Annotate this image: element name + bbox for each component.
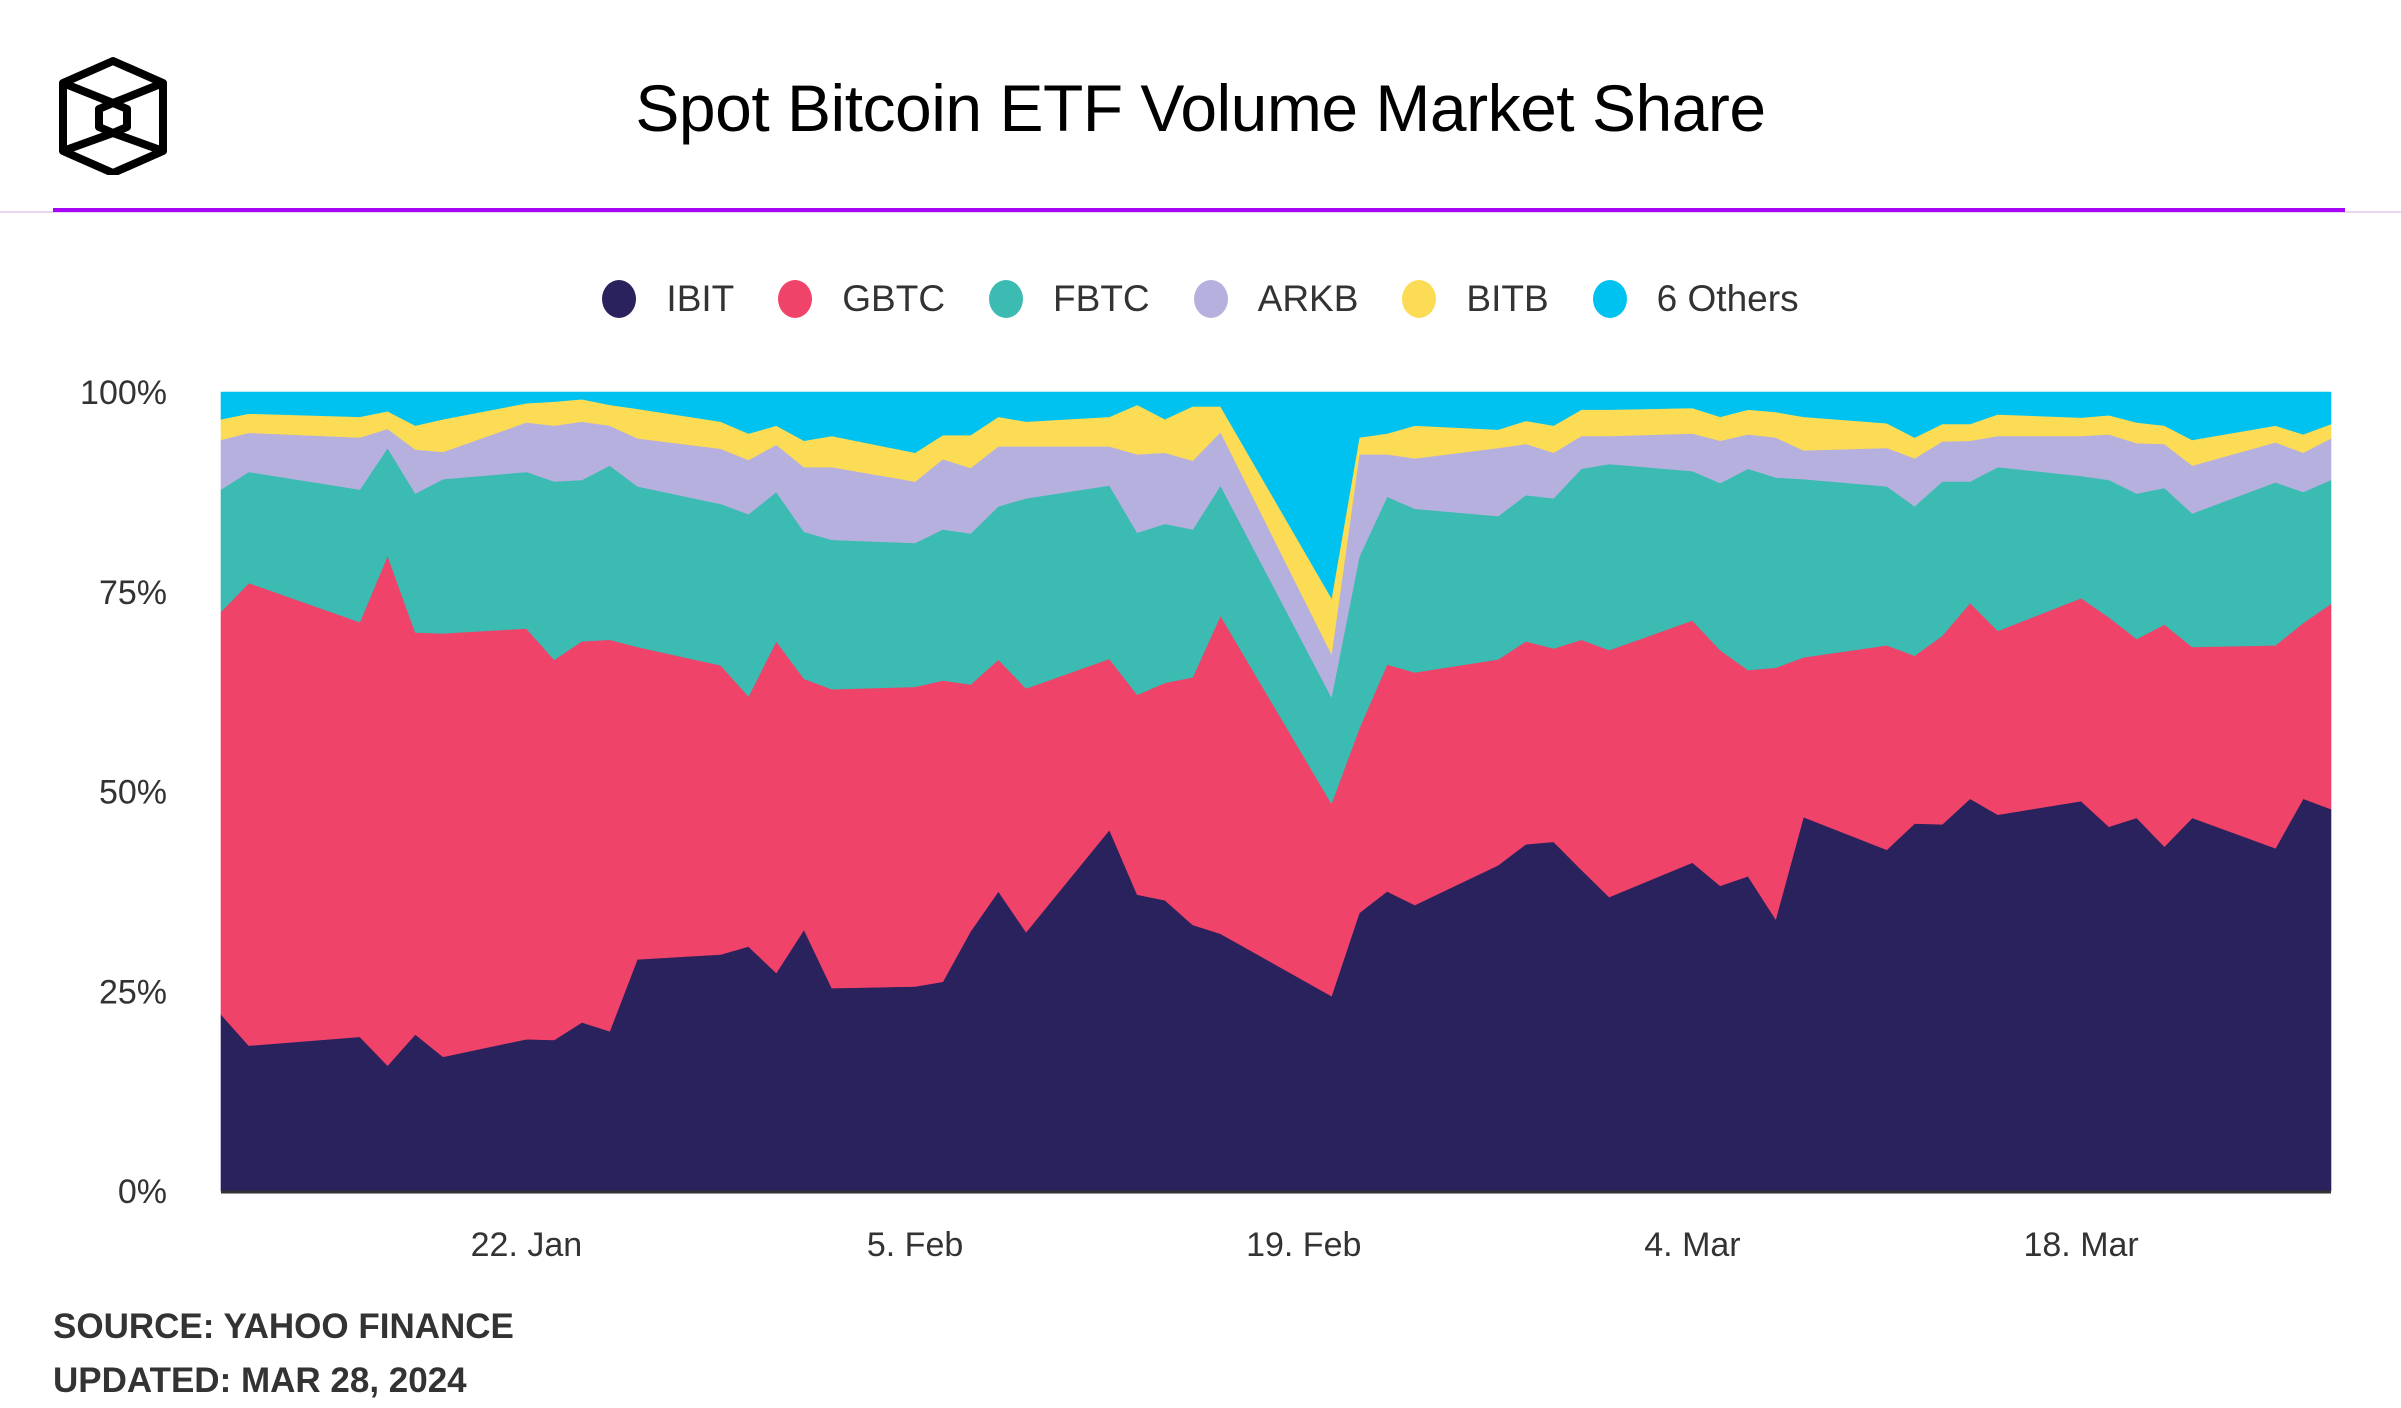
y-tick-label: 25% [99,973,167,1011]
cube-logo-icon [59,57,167,175]
legend-label: GBTC [842,278,946,319]
legend-label: FBTC [1053,278,1150,319]
y-axis-ticks: 0% 25% 50% 75% 100% [80,374,167,1211]
legend-item-bitb[interactable]: BITB [1402,278,1549,320]
legend-item-6-others[interactable]: 6 Others [1592,278,1799,320]
updated-note: UPDATED: MAR 28, 2024 [53,1361,467,1400]
source-note: SOURCE: YAHOO FINANCE [53,1307,514,1346]
legend-marker [602,280,637,318]
y-tick-label: 100% [80,374,167,412]
x-tick-label: 5. Feb [867,1226,963,1264]
x-tick-label: 18. Mar [2023,1226,2138,1264]
series-areas [220,391,2332,1192]
legend-marker [778,280,813,318]
x-tick-label: 19. Feb [1246,1226,1361,1264]
area-6-others [220,391,2332,599]
x-tick-label: 4. Mar [1644,1226,1740,1264]
y-tick-label: 0% [118,1173,167,1211]
y-tick-label: 50% [99,774,167,812]
header-divider-accent [53,208,2345,212]
legend-marker [1592,280,1627,318]
header-divider-faint [0,211,2401,213]
chart-title: Spot Bitcoin ETF Volume Market Share [635,71,1766,145]
chart-legend: IBIT GBTC FBTC ARKB BITB 6 Others [0,278,2401,320]
legend-label: IBIT [666,278,735,319]
legend-marker [1193,280,1228,318]
legend-marker [989,280,1024,318]
x-tick-label: 22. Jan [471,1226,583,1264]
legend-item-ibit[interactable]: IBIT [602,278,734,320]
legend-item-arkb[interactable]: ARKB [1193,278,1359,320]
legend-label: BITB [1466,278,1549,319]
chart-footer: SOURCE: YAHOO FINANCE UPDATED: MAR 28, 2… [53,1300,514,1408]
legend-item-gbtc[interactable]: GBTC [778,278,945,320]
legend-marker [1402,280,1437,318]
legend-label: 6 Others [1656,278,1799,319]
y-tick-label: 75% [99,574,167,612]
legend-item-fbtc[interactable]: FBTC [989,278,1150,320]
x-axis-ticks: 22. Jan 5. Feb 19. Feb 4. Mar 18. Mar [471,1226,2139,1264]
legend-label: ARKB [1257,278,1359,319]
